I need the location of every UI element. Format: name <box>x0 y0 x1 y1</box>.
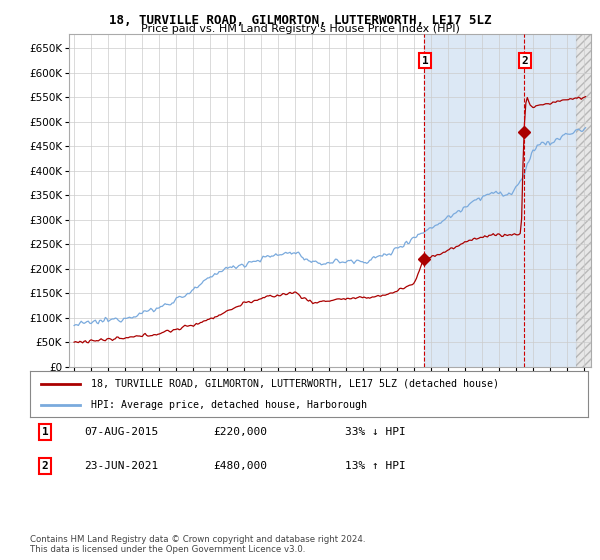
Bar <box>575 34 599 367</box>
Text: 23-JUN-2021: 23-JUN-2021 <box>84 461 158 471</box>
Text: 18, TURVILLE ROAD, GILMORTON, LUTTERWORTH, LE17 5LZ (detached house): 18, TURVILLE ROAD, GILMORTON, LUTTERWORT… <box>91 379 499 389</box>
Text: Price paid vs. HM Land Registry's House Price Index (HPI): Price paid vs. HM Land Registry's House … <box>140 24 460 34</box>
Text: £220,000: £220,000 <box>213 427 267 437</box>
Text: 2: 2 <box>41 461 49 471</box>
Bar <box>424 34 575 367</box>
Text: 1: 1 <box>41 427 49 437</box>
Text: 33% ↓ HPI: 33% ↓ HPI <box>345 427 406 437</box>
Text: 2: 2 <box>521 55 528 66</box>
Text: 18, TURVILLE ROAD, GILMORTON, LUTTERWORTH, LE17 5LZ: 18, TURVILLE ROAD, GILMORTON, LUTTERWORT… <box>109 14 491 27</box>
Text: Contains HM Land Registry data © Crown copyright and database right 2024.
This d: Contains HM Land Registry data © Crown c… <box>30 535 365 554</box>
Text: £480,000: £480,000 <box>213 461 267 471</box>
Text: 07-AUG-2015: 07-AUG-2015 <box>84 427 158 437</box>
Text: 1: 1 <box>422 55 428 66</box>
Text: HPI: Average price, detached house, Harborough: HPI: Average price, detached house, Harb… <box>91 400 367 410</box>
Bar <box>575 34 599 367</box>
Text: 13% ↑ HPI: 13% ↑ HPI <box>345 461 406 471</box>
